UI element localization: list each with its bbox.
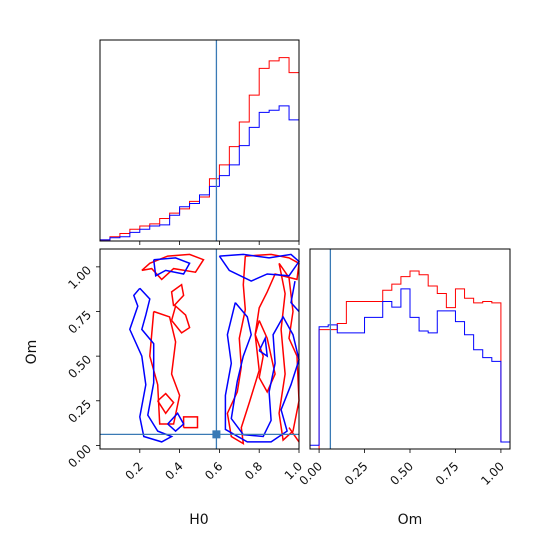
contour-red-4 [254, 320, 276, 394]
h0-tick-label-3: 0.8 [242, 459, 265, 482]
om-axis-label: Om [398, 512, 423, 528]
om-histogram-panel: 0.00 0.25 0.50 0.75 1.00 [296, 248, 511, 488]
om-tick-label-3: 0.75 [65, 308, 94, 337]
contour-blue-2 [128, 287, 174, 443]
h0-histogram-red-series [99, 57, 300, 241]
contour-blue-0 [152, 257, 191, 277]
om-y-axis-label: Om [24, 340, 40, 365]
om-hist-tick-label-0: 0.00 [296, 459, 325, 488]
om-histogram-blue-steps [309, 288, 511, 449]
contour-frame [99, 248, 300, 450]
h0-axis-label: H0 [189, 512, 208, 528]
contours-red-series [141, 253, 300, 446]
truth-point-marker [212, 430, 221, 439]
h0-histogram-red-steps [99, 57, 300, 241]
om-histogram-red-steps [310, 270, 511, 450]
contour-red-8 [170, 283, 185, 307]
contour-red-1 [226, 253, 300, 446]
om-hist-tick-label-1: 0.25 [342, 459, 371, 488]
om-tick-label-4: 1.00 [65, 263, 94, 292]
om-tick-label-2: 0.50 [65, 352, 94, 381]
h0-axis-ticks: 0.2 0.4 0.6 0.8 1.0 [123, 449, 305, 483]
h0-histogram-blue-steps [99, 105, 300, 241]
h0-histogram-blue-series [99, 105, 300, 241]
contours-blue-series [128, 253, 300, 443]
contour-red-6 [278, 262, 300, 442]
om-hist-tick-label-2: 0.50 [387, 459, 416, 488]
om-histogram-frame [309, 248, 511, 450]
contour-red-3 [170, 304, 191, 334]
contour-red-5 [157, 392, 175, 415]
om-hist-tick-label-4: 1.00 [478, 459, 507, 488]
h0-tick-label-0: 0.2 [123, 459, 146, 482]
contour-red-7 [182, 416, 199, 429]
contour-blue-5 [167, 412, 185, 433]
h0-histogram-ticks [139, 241, 300, 245]
om-histogram-blue-series [309, 288, 511, 449]
contour-blue-3 [224, 302, 300, 443]
contour-blue-6 [258, 335, 269, 358]
om-histogram-red-series [310, 270, 511, 450]
h0-tick-label-1: 0.4 [162, 459, 185, 482]
om-axis-ticks: 0.00 0.25 0.50 0.75 1.00 [65, 263, 100, 470]
h0-om-contour-panel: 0.2 0.4 0.6 0.8 1.0 0.000.250.500.751.00 [65, 248, 305, 483]
contour-blue-4 [290, 280, 300, 313]
h0-histogram-frame [99, 39, 300, 242]
h0-tick-label-2: 0.6 [202, 459, 225, 482]
contour-blue-1 [218, 253, 300, 282]
om-histogram-axis-ticks: 0.00 0.25 0.50 0.75 1.00 [296, 449, 507, 488]
om-hist-tick-label-3: 0.75 [433, 459, 462, 488]
om-tick-label-0: 0.00 [65, 442, 94, 471]
h0-histogram-panel [99, 39, 300, 245]
om-tick-label-1: 0.25 [65, 397, 94, 426]
